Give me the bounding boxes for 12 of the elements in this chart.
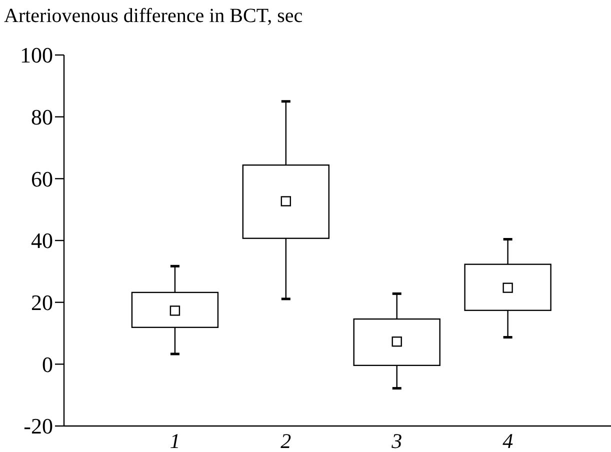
y-tick-label: 100 <box>20 42 53 68</box>
x-tick-label: 3 <box>390 429 402 452</box>
y-tick-label: 40 <box>31 228 53 254</box>
y-axis-title: Arteriovenous difference in BCT, sec <box>4 5 303 27</box>
x-tick-label: 1 <box>170 429 180 452</box>
x-tick-label: 2 <box>280 429 292 452</box>
y-tick-label: 0 <box>42 352 53 377</box>
y-tick-label: 60 <box>31 166 53 192</box>
y-tick-label: -20 <box>24 414 53 439</box>
y-tick-label: 20 <box>31 290 53 316</box>
x-tick-label: 4 <box>502 429 514 452</box>
y-tick-label: 80 <box>31 104 53 130</box>
